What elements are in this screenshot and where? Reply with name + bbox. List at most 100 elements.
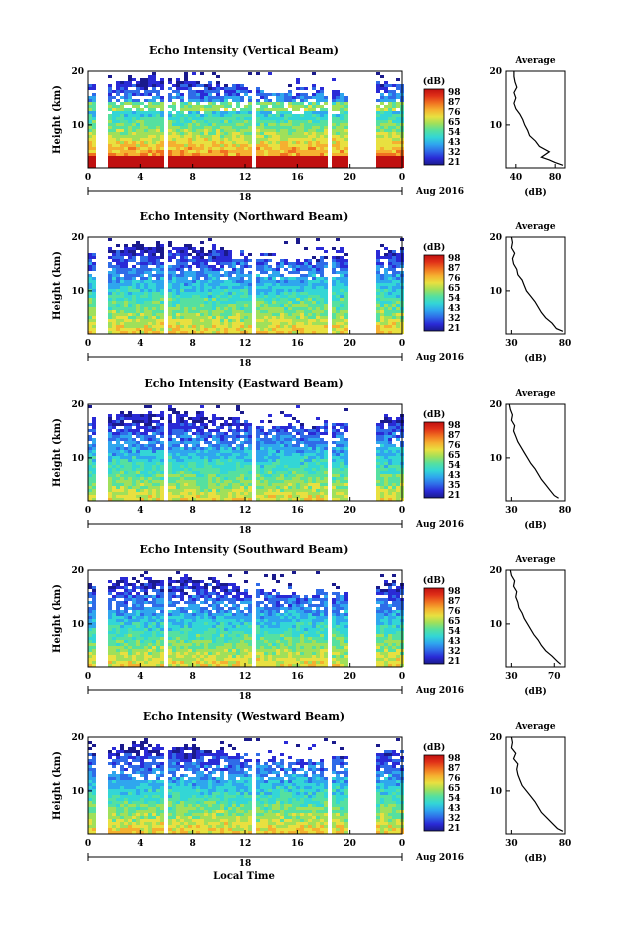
heatmap-cell: [236, 84, 240, 87]
heatmap-cell: [296, 238, 300, 241]
heatmap-cell: [124, 289, 128, 292]
heatmap-cell: [160, 250, 164, 253]
heatmap-cell: [380, 102, 384, 105]
heatmap-cell: [344, 322, 348, 325]
heatmap-cell: [128, 93, 132, 96]
heatmap-cell: [276, 310, 280, 313]
heatmap-cell: [268, 316, 272, 319]
heatmap-cell: [308, 325, 312, 328]
heatmap-cell: [156, 162, 160, 165]
heatmap-cell: [336, 292, 340, 295]
heatmap-cell: [108, 307, 112, 310]
heatmap-cell: [192, 316, 196, 319]
heatmap-cell: [256, 456, 260, 459]
heatmap-cell: [204, 90, 208, 93]
heatmap-cell: [180, 331, 184, 334]
heatmap-cell: [284, 319, 288, 322]
heatmap-cell: [140, 129, 144, 132]
heatmap-cell: [248, 426, 252, 429]
heatmap-cell: [316, 435, 320, 438]
heatmap-cell: [244, 432, 248, 435]
heatmap-cell: [136, 271, 140, 274]
heatmap-cell: [344, 316, 348, 319]
heatmap-cell: [240, 280, 244, 283]
heatmap-cell: [320, 120, 324, 123]
heatmap-cell: [284, 156, 288, 159]
heatmap-cell: [376, 99, 380, 102]
heatmap-cell: [288, 150, 292, 153]
heatmap-cell: [124, 486, 128, 489]
heatmap-cell: [208, 138, 212, 141]
heatmap-cell: [280, 262, 284, 265]
heatmap-cell: [316, 462, 320, 465]
heatmap-cell: [208, 81, 212, 84]
heatmap-cell: [176, 274, 180, 277]
heatmap-cell: [188, 105, 192, 108]
heatmap-cell: [280, 289, 284, 292]
heatmap-cell: [316, 153, 320, 156]
heatmap-cell: [304, 322, 308, 325]
heatmap-cell: [208, 432, 212, 435]
heatmap-cell: [376, 319, 380, 322]
heatmap-cell: [248, 450, 252, 453]
heatmap-cell: [228, 165, 232, 168]
heatmap-cell: [280, 477, 284, 480]
heatmap-cell: [304, 96, 308, 99]
heatmap-cell: [236, 462, 240, 465]
heatmap-cell: [92, 471, 96, 474]
heatmap-cell: [264, 474, 268, 477]
heatmap-cell: [268, 150, 272, 153]
heatmap-cell: [240, 331, 244, 334]
heatmap-cell: [120, 105, 124, 108]
heatmap-cell: [316, 277, 320, 280]
heatmap-cell: [336, 117, 340, 120]
heatmap-cell: [196, 411, 200, 414]
heatmap-cell: [204, 268, 208, 271]
heatmap-cell: [224, 159, 228, 162]
heatmap-cell: [156, 135, 160, 138]
heatmap-cell: [212, 420, 216, 423]
heatmap-cell: [160, 117, 164, 120]
heatmap-cell: [296, 456, 300, 459]
heatmap-cell: [232, 84, 236, 87]
heatmap-cell: [256, 474, 260, 477]
heatmap-cell: [296, 108, 300, 111]
heatmap-cell: [280, 117, 284, 120]
heatmap-cell: [228, 259, 232, 262]
heatmap-cell: [220, 423, 224, 426]
heatmap-cell: [148, 120, 152, 123]
heatmap-cell: [288, 310, 292, 313]
heatmap-cell: [176, 159, 180, 162]
heatmap-cell: [264, 147, 268, 150]
heatmap-cell: [284, 165, 288, 168]
heatmap-cell: [244, 150, 248, 153]
heatmap-cell: [192, 165, 196, 168]
heatmap-cell: [176, 90, 180, 93]
heatmap-cell: [228, 102, 232, 105]
heatmap-cell: [264, 105, 268, 108]
heatmap-cell: [180, 87, 184, 90]
heatmap-cell: [172, 471, 176, 474]
heatmap-cell: [376, 135, 380, 138]
heatmap-cell: [196, 432, 200, 435]
heatmap-cell: [296, 114, 300, 117]
heatmap-cell: [144, 298, 148, 301]
heatmap-cell: [272, 441, 276, 444]
heatmap-cell: [320, 93, 324, 96]
heatmap-cell: [312, 322, 316, 325]
heatmap-cell: [136, 253, 140, 256]
heatmap-cell: [256, 120, 260, 123]
heatmap-cell: [320, 304, 324, 307]
heatmap-cell: [288, 93, 292, 96]
heatmap-cell: [196, 465, 200, 468]
heatmap-cell: [388, 90, 392, 93]
heatmap-cell: [300, 283, 304, 286]
heatmap-cell: [136, 420, 140, 423]
heatmap-cell: [228, 316, 232, 319]
heatmap-cell: [128, 156, 132, 159]
heatmap-cell: [288, 283, 292, 286]
heatmap-cell: [376, 325, 380, 328]
heatmap-cell: [144, 423, 148, 426]
heatmap-cell: [200, 250, 204, 253]
heatmap-cell: [316, 271, 320, 274]
